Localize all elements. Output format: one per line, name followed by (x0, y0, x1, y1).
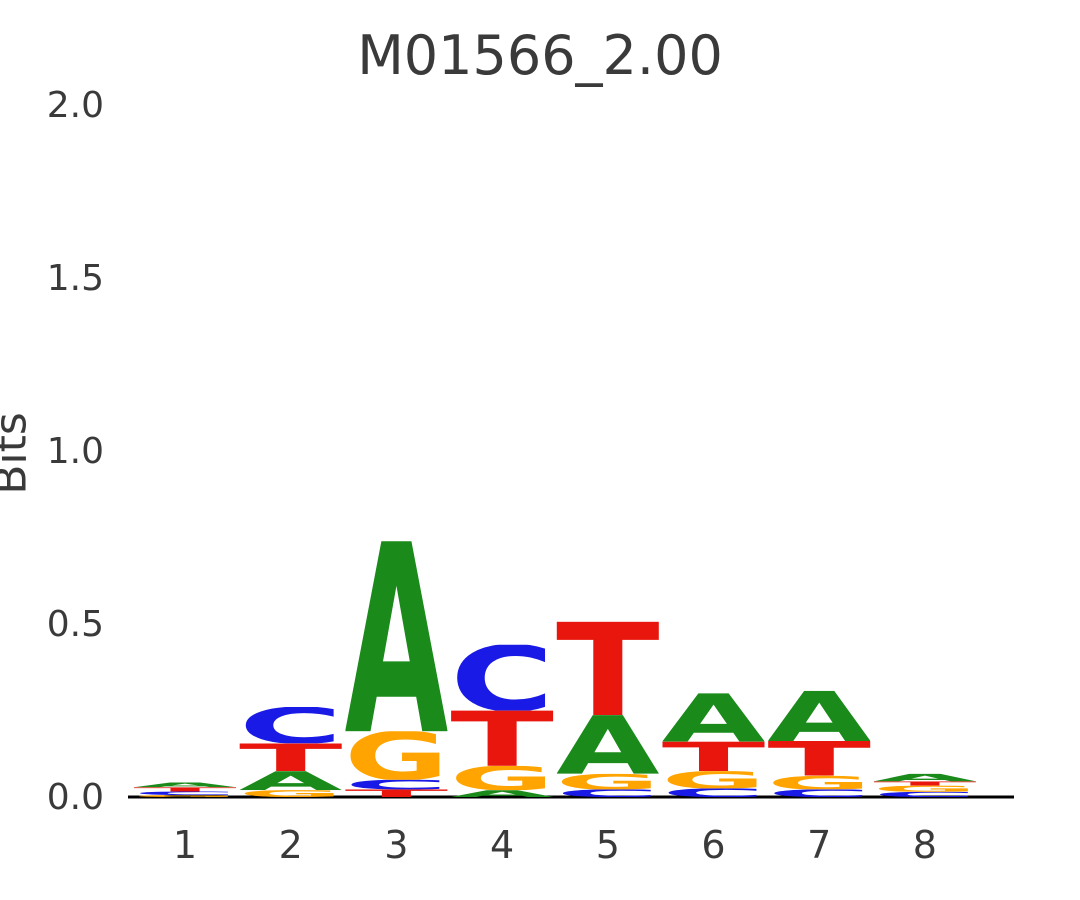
svg-text:A: A (767, 678, 871, 758)
svg-text:A: A (133, 781, 238, 789)
svg-text:C: C (662, 786, 766, 800)
svg-text:T: T (555, 597, 660, 746)
logo-letter-C: C (133, 791, 237, 797)
logo-letter-A: A (767, 678, 871, 758)
svg-text:A: A (662, 680, 766, 757)
x-tick-label: 5 (596, 823, 620, 867)
svg-text:A: A (556, 700, 660, 794)
x-tick-label: 8 (913, 823, 937, 867)
svg-text:G: G (555, 770, 660, 795)
svg-text:T: T (766, 732, 871, 787)
logo-letter-T: T (132, 786, 237, 793)
logo-letter-A: A (556, 700, 660, 794)
y-axis-label: Bits (0, 412, 37, 495)
x-tick-label: 2 (279, 823, 303, 867)
logo-letter-T: T (555, 597, 660, 746)
logo-letter-C: C (344, 777, 448, 792)
logo-letter-A: A (450, 788, 554, 799)
x-tick-label: 4 (490, 823, 514, 867)
logo-letter-G: G (133, 794, 238, 797)
y-tick-label: 1.5 (47, 258, 104, 299)
svg-text:T: T (238, 736, 344, 780)
logo-letter-G: G (767, 772, 872, 794)
y-tick-label: 2.0 (47, 85, 104, 126)
logo-letter-C: C (450, 627, 554, 732)
logo-letter-G: G (555, 770, 660, 795)
svg-text:T: T (872, 780, 977, 787)
logo-letter-G: G (344, 718, 449, 795)
svg-text:G: G (344, 718, 449, 795)
svg-text:G: G (873, 784, 978, 794)
logo-letter-A: A (239, 766, 343, 796)
svg-text:C: C (344, 777, 448, 792)
y-tick-label: 0.0 (47, 777, 104, 818)
y-tick-label: 0.5 (47, 604, 104, 645)
logo-letter-C: C (662, 786, 766, 800)
svg-text:C: C (556, 787, 660, 799)
logo-letter-C: C (767, 787, 871, 799)
logo-letter-G: G (661, 766, 766, 794)
x-tick-labels: 1 2 3 4 5 6 7 8 (173, 823, 937, 867)
x-tick-label: 1 (173, 823, 197, 867)
y-tick-label: 1.0 (47, 431, 104, 472)
logo-letter-A: A (133, 781, 238, 789)
logo-letter-T: T (238, 736, 344, 780)
svg-text:T: T (344, 787, 450, 799)
svg-text:G: G (450, 759, 555, 797)
logo-letter-G: G (450, 759, 555, 797)
svg-text:C: C (450, 627, 554, 732)
chart-title: M01566_2.00 (357, 24, 723, 87)
logo-letter-T: T (872, 780, 977, 787)
svg-text:C: C (767, 787, 871, 799)
x-tick-label: 7 (807, 823, 831, 867)
svg-text:A: A (239, 766, 343, 796)
logo-letter-G: G (238, 788, 343, 799)
svg-text:T: T (132, 786, 237, 793)
svg-text:A: A (344, 490, 448, 793)
svg-text:G: G (767, 772, 872, 794)
logo-letter-A: A (344, 490, 448, 793)
svg-text:G: G (238, 788, 343, 799)
logo-letter-G: G (873, 784, 978, 794)
logo-letter-A: A (873, 772, 977, 784)
svg-text:T: T (449, 695, 554, 784)
logo-letter-T: T (661, 734, 766, 781)
svg-text:C: C (873, 790, 977, 798)
x-tick-label: 6 (701, 823, 725, 867)
svg-text:T: T (661, 734, 766, 781)
x-tick-label: 3 (384, 823, 408, 867)
logo-letter-T: T (766, 732, 871, 787)
logo-letter-C: C (556, 787, 660, 799)
logo-letter-T: T (449, 695, 554, 784)
svg-text:A: A (873, 772, 977, 784)
svg-text:A: A (450, 788, 554, 799)
logo-letter-C: C (239, 697, 343, 755)
svg-text:G: G (661, 766, 766, 794)
svg-text:C: C (239, 697, 343, 755)
logo-letter-A: A (662, 680, 766, 757)
logo-letter-T: T (344, 787, 450, 799)
logo-letter-C: C (873, 790, 977, 798)
y-tick-labels: 0.0 0.5 1.0 1.5 2.0 (47, 85, 104, 818)
svg-text:G: G (133, 794, 238, 797)
svg-text:C: C (133, 791, 237, 797)
